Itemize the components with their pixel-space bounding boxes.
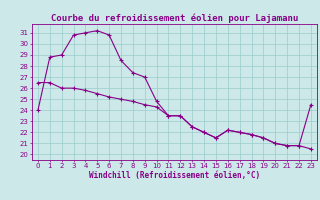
Title: Courbe du refroidissement éolien pour Lajamanu: Courbe du refroidissement éolien pour La… xyxy=(51,14,298,23)
X-axis label: Windchill (Refroidissement éolien,°C): Windchill (Refroidissement éolien,°C) xyxy=(89,171,260,180)
